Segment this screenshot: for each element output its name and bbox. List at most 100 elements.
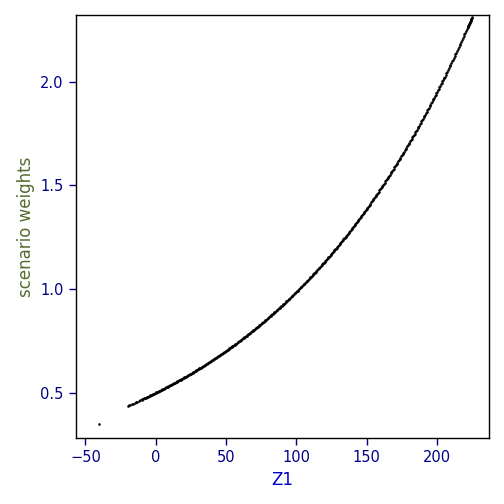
Point xyxy=(273,306,281,314)
Point xyxy=(375,186,384,195)
Point xyxy=(355,215,363,223)
Point xyxy=(331,245,339,254)
Point xyxy=(293,286,301,294)
Point xyxy=(197,363,205,371)
Point xyxy=(235,337,243,345)
Point xyxy=(264,313,272,322)
Point xyxy=(463,25,471,33)
Point xyxy=(308,272,316,280)
Point xyxy=(431,92,439,100)
Point xyxy=(263,315,271,323)
Point xyxy=(149,390,157,398)
Point xyxy=(139,395,147,403)
Point xyxy=(203,360,211,368)
Point xyxy=(460,32,468,40)
Point xyxy=(184,371,192,380)
Point xyxy=(362,206,370,214)
Point xyxy=(158,386,166,394)
Point xyxy=(467,15,475,23)
Y-axis label: scenario weights: scenario weights xyxy=(17,157,35,297)
Point xyxy=(356,214,364,222)
Point xyxy=(131,399,139,407)
Point xyxy=(424,105,432,113)
Point xyxy=(160,385,168,393)
Point xyxy=(226,344,234,352)
Point xyxy=(198,362,206,370)
Point xyxy=(239,335,247,343)
Point xyxy=(267,311,275,319)
Point xyxy=(326,251,334,260)
Point xyxy=(250,326,258,334)
Point xyxy=(410,131,418,139)
Point xyxy=(336,240,344,248)
Point xyxy=(277,302,285,310)
Point xyxy=(161,384,169,392)
Point xyxy=(204,359,212,367)
Point xyxy=(271,308,279,316)
Point xyxy=(371,192,380,200)
Point xyxy=(396,154,404,162)
Point xyxy=(462,27,470,35)
Point xyxy=(276,304,284,312)
Point xyxy=(244,331,252,339)
Point xyxy=(400,148,408,156)
Point xyxy=(405,140,413,148)
Point xyxy=(275,304,283,312)
Point xyxy=(211,354,219,362)
Point xyxy=(464,23,472,31)
Point xyxy=(402,145,410,153)
Point xyxy=(163,383,171,391)
Point xyxy=(438,77,447,85)
Point xyxy=(419,115,427,123)
Point xyxy=(174,377,182,385)
Point xyxy=(219,349,227,357)
Point xyxy=(305,274,313,282)
Point xyxy=(367,199,375,207)
Point xyxy=(268,310,276,319)
Point xyxy=(401,146,409,154)
Point xyxy=(298,282,306,290)
Point xyxy=(158,386,166,394)
Point xyxy=(234,338,242,346)
Point xyxy=(224,345,232,353)
Point xyxy=(206,358,214,366)
Point xyxy=(412,127,420,135)
Point xyxy=(390,163,398,171)
Point xyxy=(190,368,198,376)
Point xyxy=(152,389,160,397)
Point xyxy=(334,242,342,250)
Point xyxy=(253,324,261,332)
Point xyxy=(385,173,393,181)
Point xyxy=(233,339,241,347)
Point xyxy=(322,256,330,264)
Point xyxy=(399,150,407,158)
Point xyxy=(246,329,255,337)
Point xyxy=(440,74,448,82)
Point xyxy=(466,18,474,26)
Point xyxy=(368,198,376,206)
Point xyxy=(407,136,415,144)
Point xyxy=(193,366,201,374)
Point xyxy=(146,392,154,400)
Point xyxy=(285,295,293,303)
Point xyxy=(141,394,149,402)
Point xyxy=(466,19,474,27)
Point xyxy=(432,89,440,97)
Point xyxy=(270,308,278,317)
Point xyxy=(303,277,311,285)
Point xyxy=(437,80,445,88)
Point xyxy=(411,130,419,138)
Point xyxy=(136,396,144,404)
Point xyxy=(366,200,374,208)
Point xyxy=(155,387,163,395)
Point xyxy=(402,144,410,152)
Point xyxy=(159,385,167,393)
Point xyxy=(217,350,225,358)
Point xyxy=(324,254,332,262)
Point xyxy=(307,273,315,281)
Point xyxy=(387,169,395,177)
Point xyxy=(134,398,142,406)
Point xyxy=(318,261,326,269)
Point xyxy=(312,267,321,275)
Point xyxy=(261,317,269,325)
